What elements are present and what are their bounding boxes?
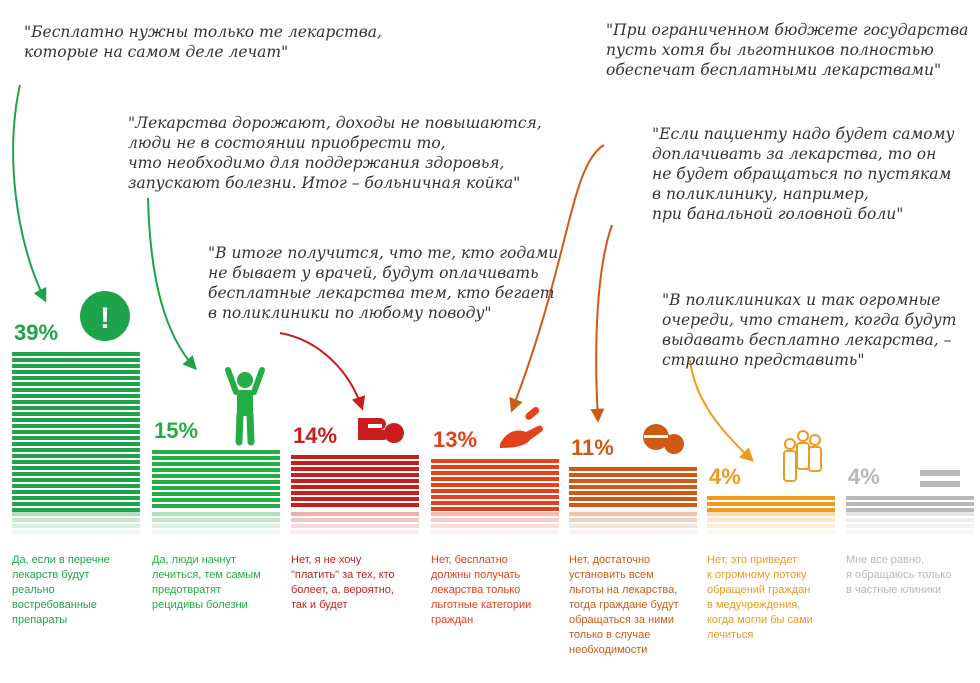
exclamation-icon: ! [80,291,130,341]
bar-6 [707,496,835,534]
arrow-quote-6 [689,359,755,462]
quote-6: "В поликлиниках и так огромные очереди, … [662,291,957,369]
bar-1 [12,352,140,534]
quote-3: "В итоге получится, что те, кто годами н… [208,244,559,322]
category-label-5: Нет, достаточно установить всем льготы н… [569,554,679,656]
category-label-2: Да, люди начнут лечиться, тем самым пред… [152,554,261,611]
category-label-4: Нет, бесплатно должны получать лекарства… [431,554,532,626]
hand-pill-icon-orange [500,406,543,448]
data-label-4: 13% [433,427,478,452]
pill-icon [643,424,684,454]
people-icon [783,430,822,482]
data-label-2: 15% [154,418,199,443]
bar-3 [291,455,419,534]
quote-2: "Лекарства дорожают, доходы не повышаютс… [128,114,542,192]
data-label-3: 14% [293,423,338,448]
arrow-quote-1 [12,84,47,303]
bar-5 [569,467,697,534]
category-label-6: Нет, это приведет к огромному потоку обр… [707,554,813,641]
data-label-1: 39% [14,320,59,345]
bar-4 [431,459,559,534]
data-label-7: 4% [848,464,880,489]
data-label-5: 11% [571,435,614,460]
exclamation-mark: ! [100,302,110,335]
quote-5: "Если пациенту надо будет самому доплачи… [652,125,955,223]
category-label-1: Да, если в перечне лекарств будут реальн… [12,554,110,626]
bar-7 [846,496,974,534]
lines-icon [920,470,960,487]
arrow-quote-4 [509,144,605,413]
arrow-quote-3 [279,332,366,411]
quote-4: "При ограниченном бюджете государства пу… [606,21,969,79]
person-cheering-icon [225,367,265,446]
data-label-6: 4% [709,464,741,489]
hand-pill-icon-red [358,418,404,443]
arrow-quote-5 [590,224,613,423]
arrow-quote-2 [147,197,197,371]
quote-1: "Бесплатно нужны только те лекарства, ко… [24,23,382,61]
category-label-7: Мне все равно, я обращаюсь только в част… [846,554,952,596]
bar-2 [152,450,280,534]
category-label-3: Нет, я не хочу "платить" за тех, кто бол… [291,554,395,611]
